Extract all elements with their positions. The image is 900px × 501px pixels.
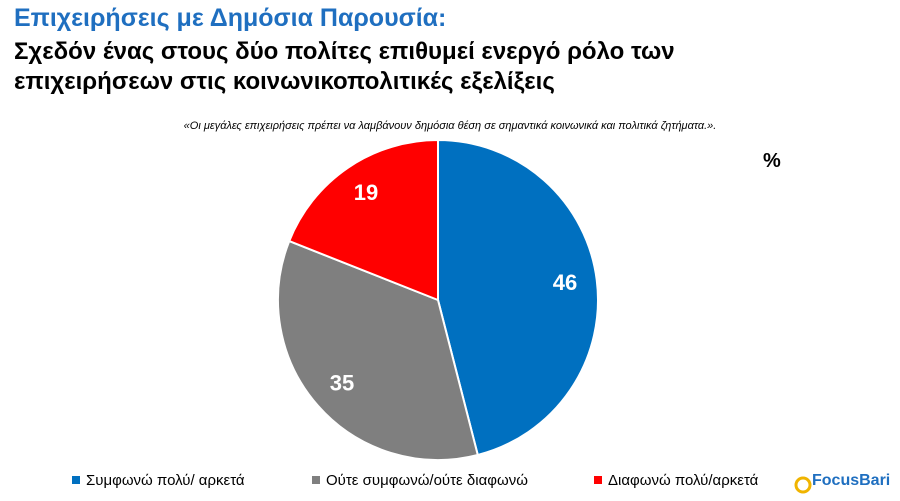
legend-swatch xyxy=(594,476,602,484)
logo-icon xyxy=(794,476,812,494)
legend-label: Ούτε συμφωνώ/ούτε διαφωνώ xyxy=(326,472,528,489)
pie-slice xyxy=(437,138,599,457)
question: «Οι μεγάλες επιχειρήσεις πρέπει να λαμβά… xyxy=(183,120,717,132)
legend-label: Διαφωνώ πολύ/αρκετά xyxy=(608,472,759,489)
legend-swatch xyxy=(312,476,320,484)
logo: FocusBari xyxy=(812,472,891,489)
pie-slice xyxy=(287,138,439,302)
unit-label: % xyxy=(763,150,781,172)
legend-swatch xyxy=(72,476,80,484)
title: Επιχειρήσεις με Δημόσια Παρουσία: xyxy=(14,4,447,32)
legend-label: Συμφωνώ πολύ/ αρκετά xyxy=(86,472,245,489)
subtitle: επιχειρήσεων στις κοινωνικοπολιτικές εξε… xyxy=(14,68,555,95)
subtitle: Σχεδόν ένας στους δύο πολίτες επιθυμεί ε… xyxy=(14,38,675,65)
pie-slice xyxy=(277,239,480,461)
value-label: 46 xyxy=(553,270,577,295)
value-label: 35 xyxy=(330,370,354,395)
value-label: 19 xyxy=(354,180,378,205)
